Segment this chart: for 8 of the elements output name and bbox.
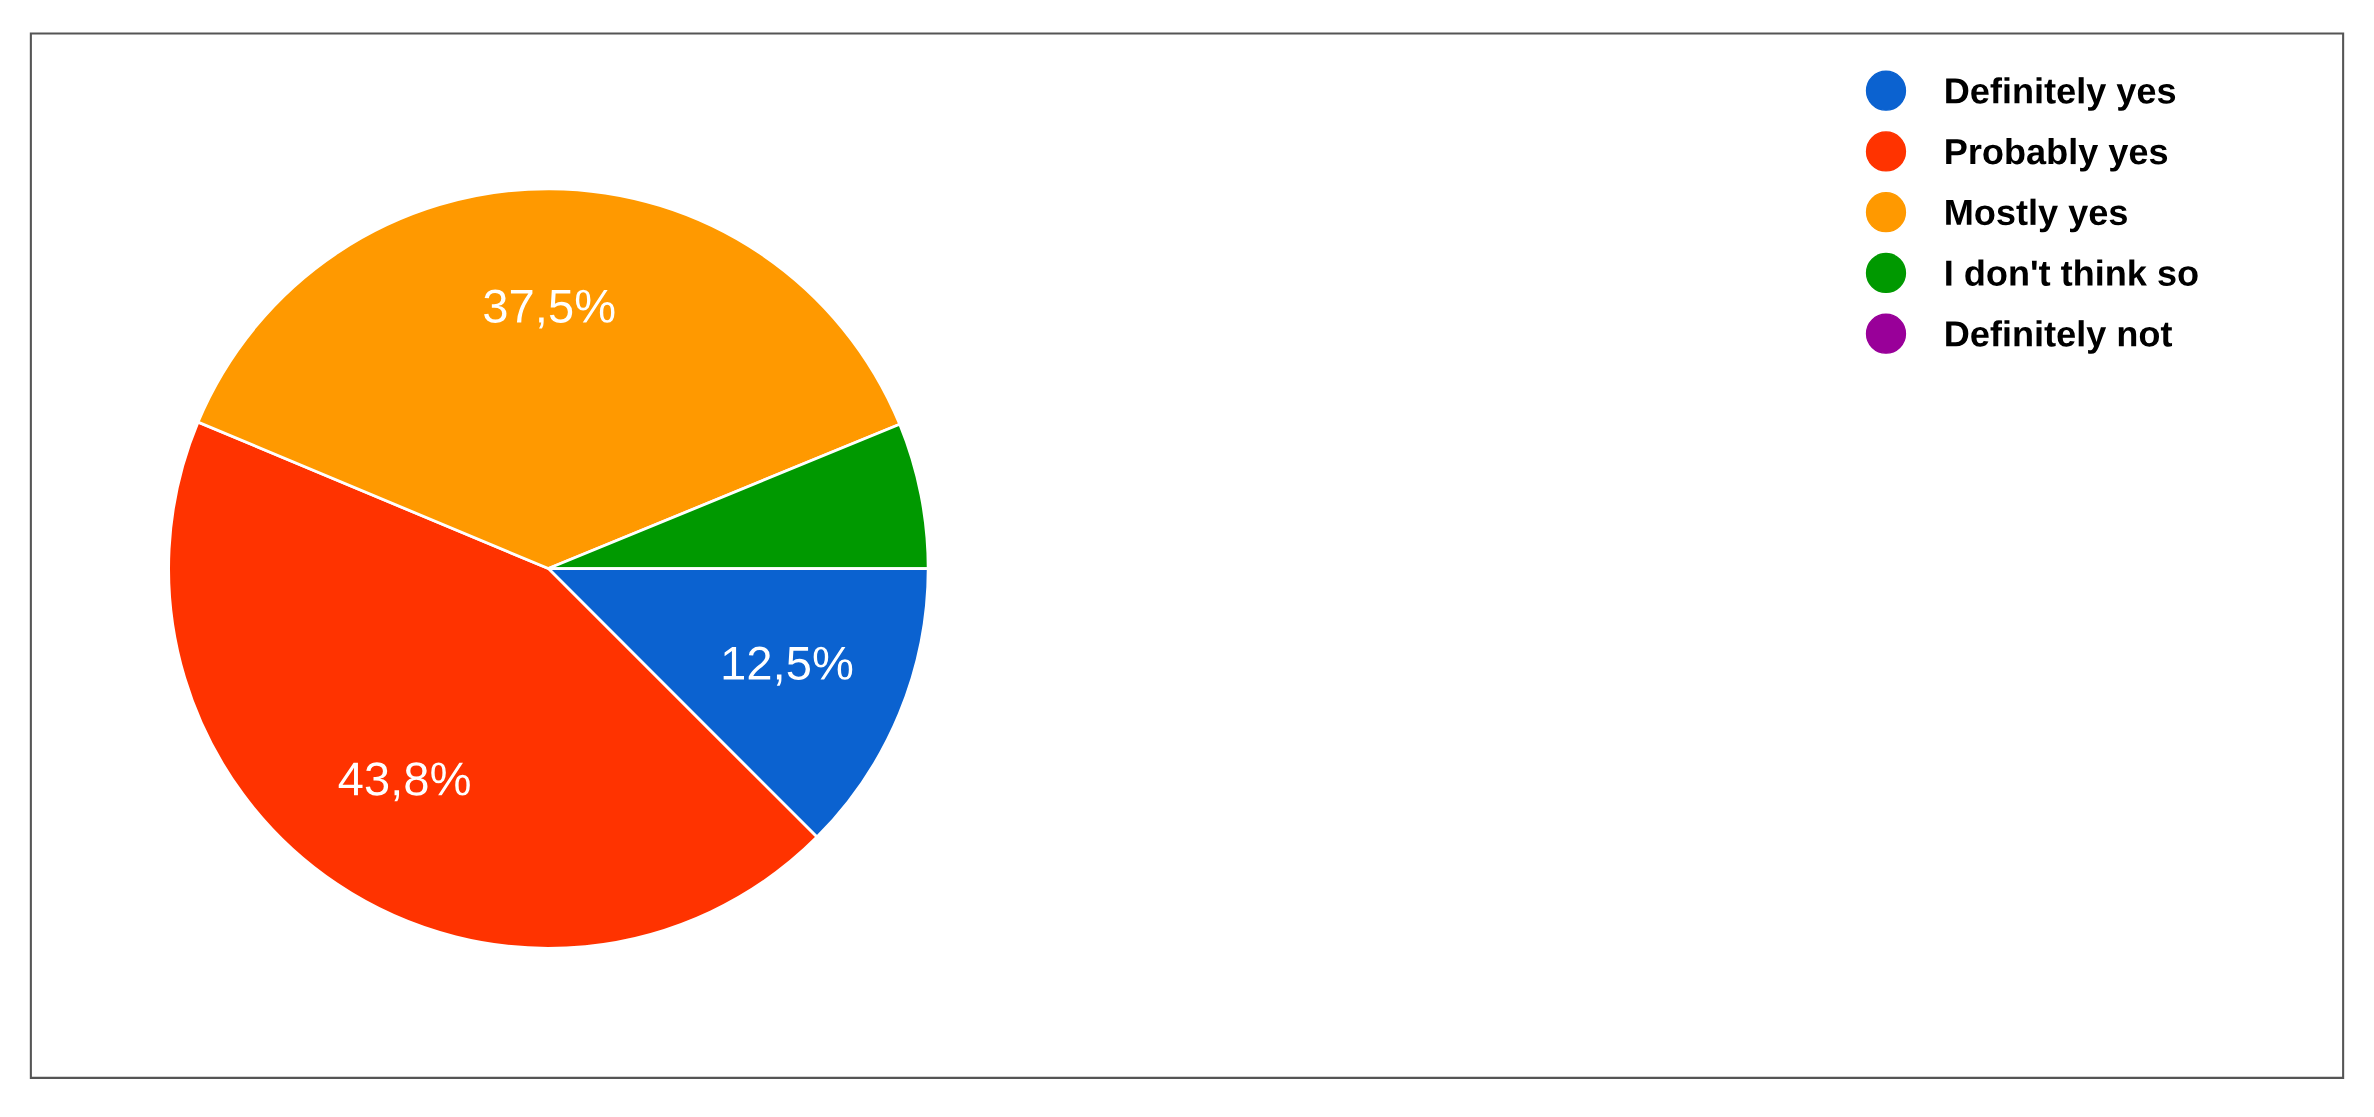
legend-label: Probably yes xyxy=(1946,137,2168,172)
data-label: 37,5% xyxy=(484,289,615,329)
legend-label: Definitely yes xyxy=(1946,77,2176,111)
legend-label: Definitely not xyxy=(1946,320,2173,354)
legend-label: Mostly yes xyxy=(1946,198,2127,233)
data-label: 43,8% xyxy=(338,762,470,802)
data-label: 12,5% xyxy=(723,646,853,686)
legend-label: I don't think so xyxy=(1946,259,2198,286)
